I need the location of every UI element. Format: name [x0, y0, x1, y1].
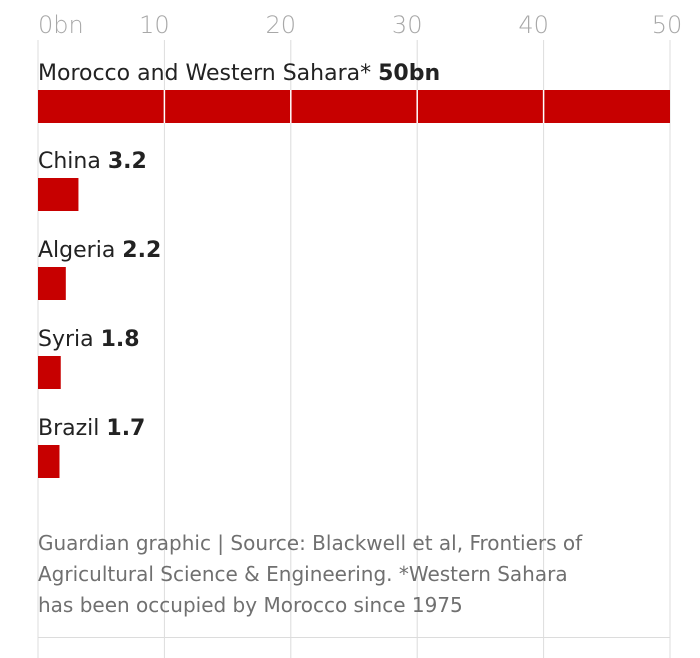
category-name: Morocco and Western Sahara* — [38, 61, 378, 86]
category-label: China 3.2 — [38, 149, 147, 174]
x-tick-label-40: 40 — [518, 11, 549, 39]
bar-row-4: Brazil 1.7 — [38, 416, 145, 478]
bar-row-3: Syria 1.8 — [38, 327, 140, 389]
bar — [38, 356, 61, 389]
bar — [38, 445, 60, 478]
bar-row-1: China 3.2 — [38, 149, 147, 211]
category-label: Morocco and Western Sahara* 50bn — [38, 61, 440, 86]
category-name: Syria — [38, 327, 101, 352]
footer-line-3: has been occupied by Morocco since 1975 — [38, 593, 463, 617]
category-label: Brazil 1.7 — [38, 416, 145, 441]
category-name: Brazil — [38, 416, 106, 441]
value-label: 3.2 — [108, 149, 147, 174]
x-tick-label-10: 10 — [139, 11, 170, 39]
bar-row-0: Morocco and Western Sahara* 50bn — [38, 61, 670, 123]
value-label: 2.2 — [122, 238, 161, 263]
category-label: Syria 1.8 — [38, 327, 140, 352]
category-name: China — [38, 149, 108, 174]
value-label: 1.7 — [106, 416, 145, 441]
footer-line-2: Agricultural Science & Engineering. *Wes… — [38, 562, 568, 586]
x-tick-label-30: 30 — [392, 11, 423, 39]
footer-line-1: Guardian graphic | Source: Blackwell et … — [38, 531, 583, 555]
footer-divider — [38, 637, 670, 638]
category-name: Algeria — [38, 238, 122, 263]
bar — [38, 178, 79, 211]
chart-footer: Guardian graphic | Source: Blackwell et … — [38, 528, 678, 621]
value-label: 50bn — [378, 61, 440, 86]
bar — [38, 267, 66, 300]
x-tick-label-0: 0bn — [38, 11, 84, 39]
x-tick-label-20: 20 — [266, 11, 297, 39]
x-tick-label-50: 50 — [652, 11, 683, 39]
grid-lines — [37, 40, 671, 658]
bars: Morocco and Western Sahara* 50bn China 3.… — [38, 61, 670, 478]
category-label: Algeria 2.2 — [38, 238, 161, 263]
bar — [38, 90, 670, 123]
x-axis-ticks: 0bn 10 20 30 40 50 — [38, 11, 682, 39]
value-label: 1.8 — [101, 327, 140, 352]
bar-row-2: Algeria 2.2 — [38, 238, 161, 300]
